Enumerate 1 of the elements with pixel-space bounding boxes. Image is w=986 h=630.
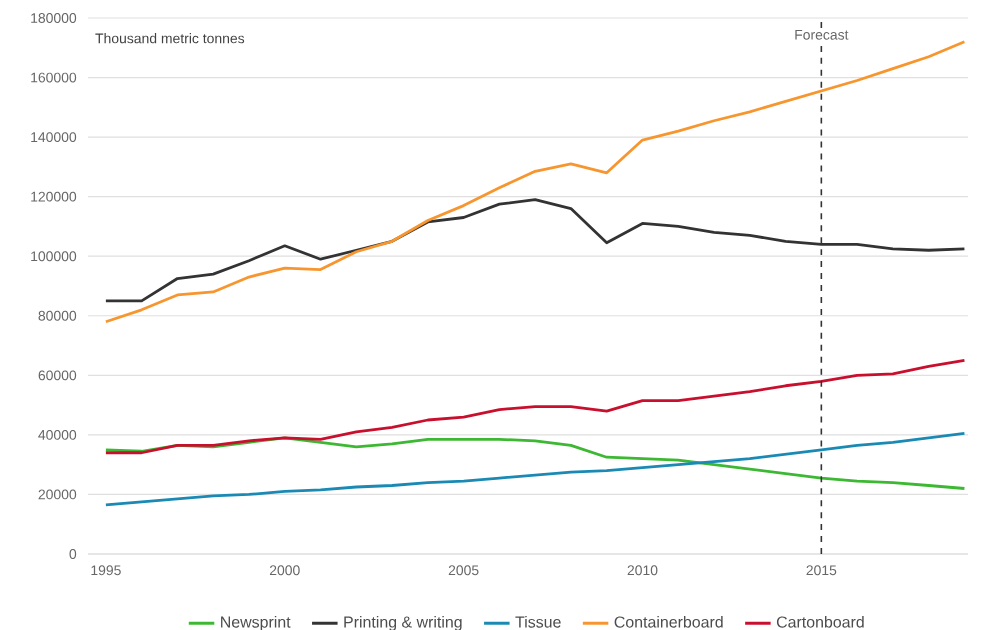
line-series (104, 359, 966, 455)
